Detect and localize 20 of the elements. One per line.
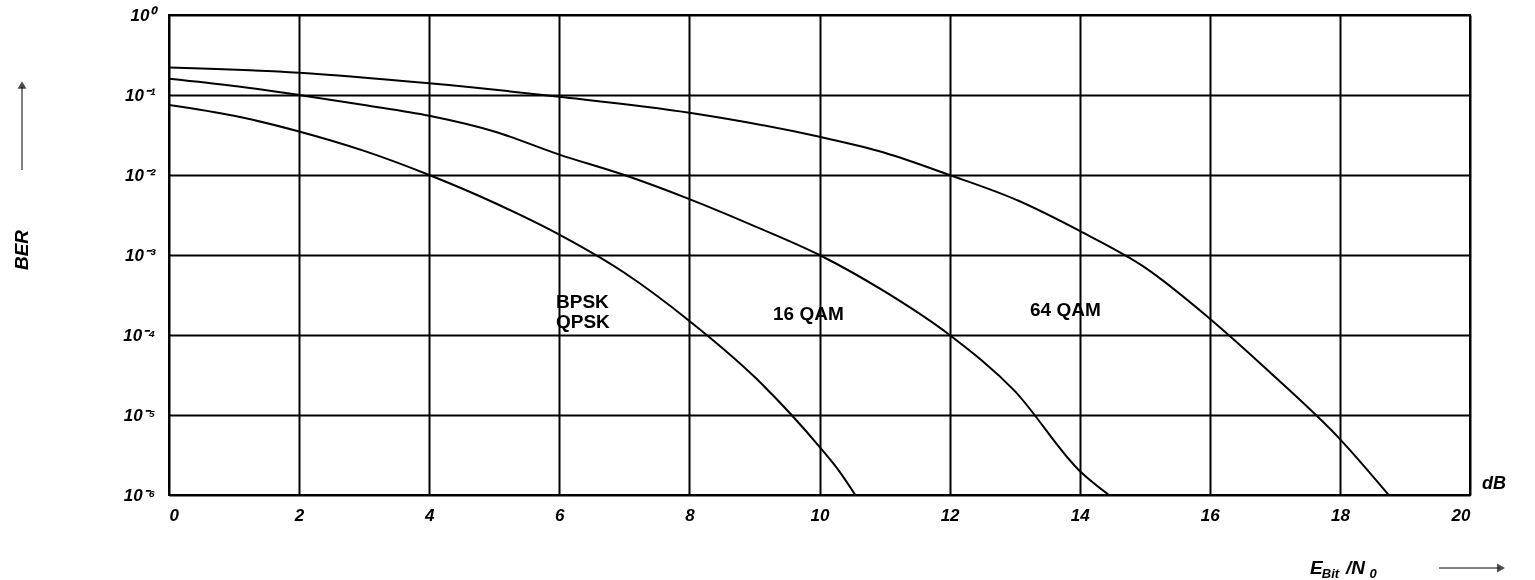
y-tick-label: 10⁻⁴ <box>123 325 156 345</box>
x-tick-label: 14 <box>1070 505 1091 525</box>
y-tick-label: 10⁻⁵ <box>123 405 156 425</box>
x-tick-label: 16 <box>1200 505 1221 525</box>
y-tick-label: 10⁻⁶ <box>123 485 156 505</box>
x-tick-label: 20 <box>1450 505 1472 525</box>
x-tick-label: 18 <box>1330 505 1351 525</box>
y-tick-label: 10⁻² <box>124 165 157 185</box>
text: dB <box>1482 473 1506 493</box>
x-tick-label: 0 <box>169 505 180 525</box>
x-tick-label: 10 <box>810 505 830 525</box>
y-tick-label: 10⁰ <box>130 5 160 25</box>
x-tick-label: 2 <box>293 505 305 525</box>
x-tick-label: 6 <box>555 505 566 525</box>
y-axis-title: BER <box>11 229 32 271</box>
x-tick-label: 12 <box>940 505 961 525</box>
x-tick-label: 4 <box>423 505 435 525</box>
y-tick-label: 10⁻³ <box>124 245 157 265</box>
x-tick-label: 8 <box>685 505 696 525</box>
y-tick-label: 10⁻¹ <box>124 85 156 105</box>
